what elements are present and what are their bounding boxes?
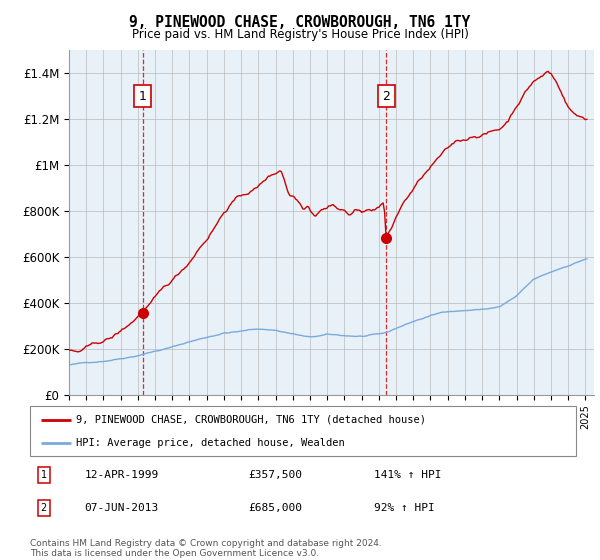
Text: 141% ↑ HPI: 141% ↑ HPI	[374, 470, 442, 480]
Text: 07-JUN-2013: 07-JUN-2013	[85, 503, 159, 514]
Text: 2: 2	[41, 503, 47, 514]
Text: £357,500: £357,500	[248, 470, 302, 480]
Text: HPI: Average price, detached house, Wealden: HPI: Average price, detached house, Weal…	[76, 438, 345, 448]
Text: £685,000: £685,000	[248, 503, 302, 514]
Text: 9, PINEWOOD CHASE, CROWBOROUGH, TN6 1TY: 9, PINEWOOD CHASE, CROWBOROUGH, TN6 1TY	[130, 15, 470, 30]
Text: 1: 1	[41, 470, 47, 480]
Text: 12-APR-1999: 12-APR-1999	[85, 470, 159, 480]
Text: 1: 1	[139, 90, 146, 103]
Text: Contains HM Land Registry data © Crown copyright and database right 2024.
This d: Contains HM Land Registry data © Crown c…	[30, 539, 382, 558]
Text: 2: 2	[382, 90, 391, 103]
Text: 9, PINEWOOD CHASE, CROWBOROUGH, TN6 1TY (detached house): 9, PINEWOOD CHASE, CROWBOROUGH, TN6 1TY …	[76, 414, 427, 424]
Text: Price paid vs. HM Land Registry's House Price Index (HPI): Price paid vs. HM Land Registry's House …	[131, 28, 469, 41]
Text: 92% ↑ HPI: 92% ↑ HPI	[374, 503, 435, 514]
